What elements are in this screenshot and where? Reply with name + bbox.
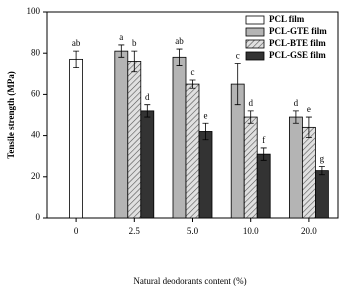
y-tick-label: 20	[31, 171, 41, 181]
bar	[185, 83, 200, 219]
bar	[301, 126, 316, 219]
bar	[243, 116, 258, 219]
significance-letter: e	[204, 110, 208, 120]
legend-swatch	[245, 39, 265, 49]
bar	[172, 56, 187, 219]
error-bar	[247, 110, 254, 124]
significance-letter: c	[191, 67, 195, 77]
y-tick-label: 100	[27, 6, 41, 16]
bar	[114, 50, 129, 219]
x-tick-label: 10.0	[243, 226, 259, 236]
bar	[256, 153, 271, 219]
significance-letter: ab	[72, 38, 81, 48]
x-tick-label: 0	[74, 226, 79, 236]
legend-swatch	[245, 15, 265, 25]
error-bar	[131, 50, 138, 73]
legend-label: PCL-BTE film	[269, 38, 326, 48]
x-tick-label: 2.5	[129, 226, 141, 236]
error-bar	[176, 48, 183, 66]
error-bar	[202, 122, 209, 141]
significance-letter: b	[132, 38, 137, 48]
y-tick-label: 80	[31, 47, 41, 57]
significance-letter: g	[320, 154, 325, 164]
y-tick-label: 0	[36, 212, 41, 222]
significance-letter: e	[307, 104, 311, 114]
y-tick-label: 40	[31, 130, 41, 140]
error-bar	[318, 166, 325, 176]
legend-label: PCL film	[269, 14, 305, 24]
error-bar	[73, 50, 80, 69]
significance-letter: a	[119, 32, 123, 42]
legend-swatch	[245, 51, 265, 61]
error-bar	[189, 79, 196, 89]
x-tick-label: 5.0	[187, 226, 199, 236]
bar	[140, 110, 155, 219]
error-bar	[305, 116, 312, 139]
legend-swatch	[245, 27, 265, 37]
bar	[314, 170, 329, 219]
error-bar	[292, 110, 299, 124]
significance-letter: d	[248, 98, 253, 108]
bar	[198, 131, 213, 219]
bar	[69, 58, 83, 219]
significance-letter: d	[145, 92, 150, 102]
y-axis-label: Tensile strength (MPa)	[6, 71, 16, 159]
significance-letter: c	[236, 51, 240, 61]
bar	[288, 116, 303, 219]
significance-letter: ab	[175, 36, 184, 46]
legend-label: PCL-GSE film	[269, 50, 326, 60]
error-bar	[118, 44, 125, 58]
legend-label: PCL-GTE film	[269, 26, 327, 36]
significance-letter: d	[294, 98, 299, 108]
error-bar	[144, 104, 151, 118]
x-axis-label: Natural deodorants content (%)	[133, 276, 246, 286]
bar	[127, 61, 142, 219]
y-tick-label: 60	[31, 88, 41, 98]
x-tick-label: 20.0	[301, 226, 317, 236]
significance-letter: f	[262, 135, 265, 145]
error-bar	[260, 147, 267, 161]
error-bar	[234, 63, 241, 106]
